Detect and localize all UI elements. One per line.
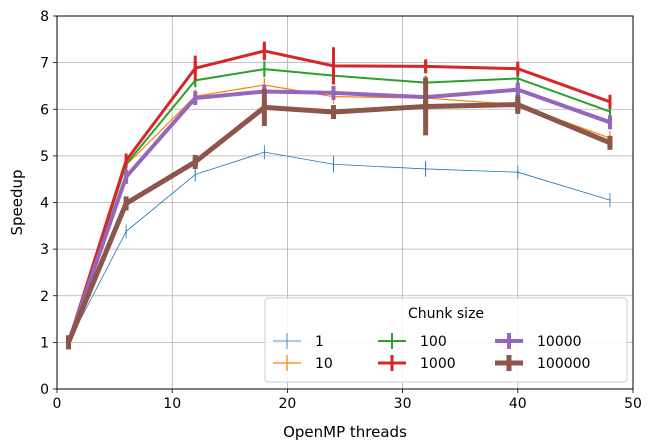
- x-tick-label: 30: [394, 396, 412, 412]
- legend-label: 10: [315, 356, 333, 372]
- x-tick-label: 50: [624, 396, 642, 412]
- legend-box: [264, 297, 628, 383]
- series-line: [67, 49, 611, 343]
- series-1: [68, 145, 611, 350]
- axis-ticks: 0 10 20 30 40 50 0 1 2 3 4 5 6 7 8: [40, 9, 642, 412]
- legend-entry-100: 100: [378, 333, 447, 350]
- y-tick-label: 6: [40, 102, 49, 118]
- legend-entry-100000: 100000: [495, 355, 590, 372]
- legend-entry-10: 10: [273, 355, 333, 372]
- series-line: [66, 102, 611, 344]
- series-layer: [66, 41, 613, 350]
- legend-label: 1000: [420, 356, 456, 372]
- x-tick-label: 0: [53, 396, 62, 412]
- series-line: [67, 68, 611, 343]
- y-tick-label: 0: [40, 382, 49, 398]
- legend-entry-1: 1: [273, 333, 324, 350]
- x-tick-label: 20: [278, 396, 296, 412]
- y-tick-label: 4: [40, 196, 49, 212]
- series-line: [68, 151, 611, 343]
- y-tick-label: 7: [40, 56, 49, 72]
- legend: Chunk size 1 10 100 1000 10000 100000: [264, 297, 628, 383]
- legend-label: 10000: [537, 334, 582, 350]
- y-axis-label: Speedup: [8, 169, 26, 235]
- legend-label: 1: [315, 334, 324, 350]
- legend-entry-1000: 1000: [378, 355, 456, 372]
- y-tick-label: 3: [40, 242, 49, 258]
- series-100000: [66, 77, 613, 350]
- y-tick-label: 8: [40, 9, 49, 25]
- legend-entries: 1 10 100 1000 10000 100000: [273, 333, 590, 372]
- y-tick-label: 5: [40, 149, 49, 165]
- x-tick-label: 10: [163, 396, 181, 412]
- y-tick-label: 2: [40, 289, 49, 305]
- series-line: [66, 87, 611, 344]
- legend-title: Chunk size: [408, 306, 484, 322]
- y-tick-label: 1: [40, 335, 49, 351]
- legend-label: 100000: [537, 356, 590, 372]
- legend-entry-10000: 10000: [495, 333, 582, 350]
- x-axis-label: OpenMP threads: [283, 423, 407, 441]
- legend-label: 100: [420, 334, 447, 350]
- x-tick-label: 40: [509, 396, 527, 412]
